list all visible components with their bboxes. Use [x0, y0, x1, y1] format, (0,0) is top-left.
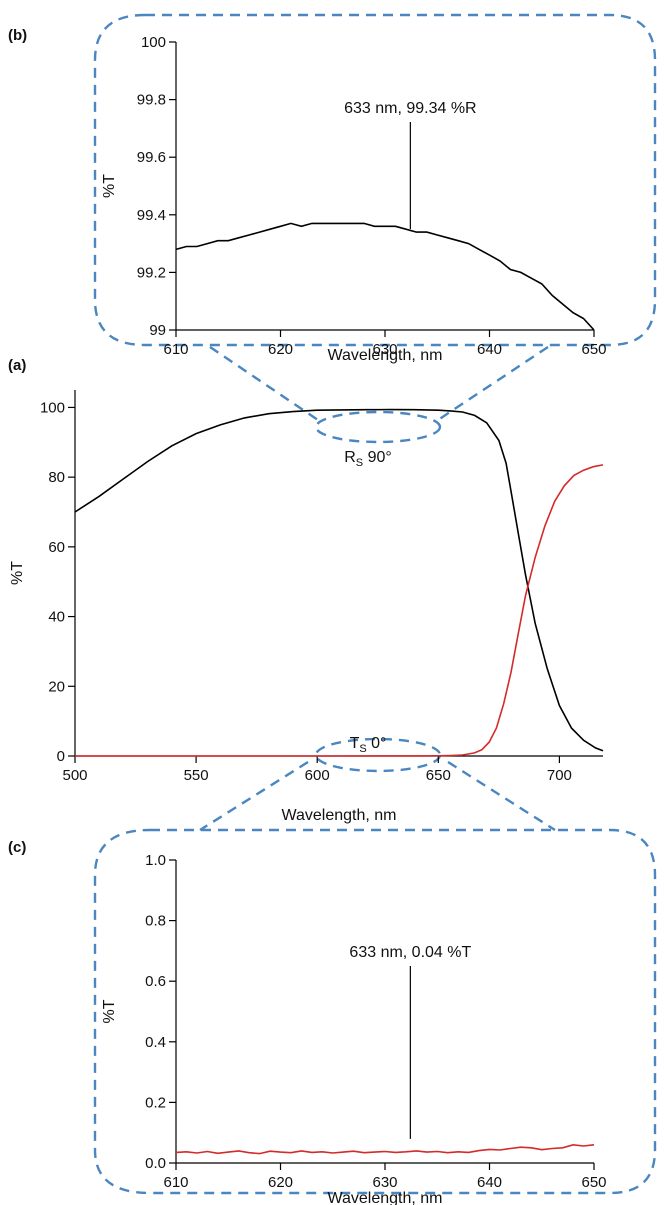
y-tick-label: 20 — [48, 678, 65, 695]
y-tick-label: 80 — [48, 469, 65, 486]
x-tick-label: 650 — [581, 1174, 606, 1191]
panel-label: (b) — [8, 27, 27, 44]
x-tick-label: 620 — [268, 1174, 293, 1191]
y-tick-label: 99.6 — [137, 149, 166, 166]
chart-panel-a: (a) 500 550 600 650 700 0 20 40 60 80 100 Wavelength… — [8, 357, 604, 824]
zoom-box-b — [93, 13, 657, 347]
series-line-rs — [74, 408, 604, 752]
x-axis-label: Wavelength, nm — [327, 1190, 442, 1205]
x-tick-label: 640 — [477, 341, 502, 358]
x-axis-label: Wavelength, nm — [327, 347, 442, 364]
zoom-box-c — [93, 828, 657, 1195]
x-tick-label: 610 — [163, 341, 188, 358]
x-tick-label: 610 — [163, 1174, 188, 1191]
x-tick-label: 500 — [62, 767, 87, 784]
y-axis-label: %T — [101, 174, 118, 198]
series-line-ts — [75, 464, 604, 757]
x-tick-label: 630 — [372, 1174, 397, 1191]
x-tick-label: 700 — [547, 767, 572, 784]
series-name-label: RS 90° — [344, 449, 392, 469]
y-tick-label: 0.6 — [145, 973, 166, 990]
chart-panel-c: (c) 610 620 630 640 650 0.0 0.2 0.4 0.6 0.8 1.0 Wave… — [8, 839, 607, 1205]
panel-label: (c) — [8, 839, 26, 856]
zoom-connector — [209, 346, 319, 421]
series-name-label: TS 0° — [350, 735, 387, 755]
y-tick-label: 0.4 — [145, 1034, 166, 1051]
y-tick-label: 0.2 — [145, 1094, 166, 1111]
y-axis-label: %T — [101, 999, 118, 1023]
x-tick-label: 650 — [426, 767, 451, 784]
y-tick-label: 99.2 — [137, 264, 166, 281]
y-tick-label: 99 — [149, 322, 166, 339]
annotation-label: 633 nm, 99.34 %R — [344, 100, 477, 117]
zoom-ellipse-rs — [314, 410, 442, 444]
x-tick-label: 640 — [477, 1174, 502, 1191]
zoom-connector — [437, 346, 549, 421]
series-line-curve — [175, 1143, 595, 1155]
y-tick-label: 60 — [48, 539, 65, 556]
y-tick-label: 0.8 — [145, 913, 166, 930]
panel-label: (a) — [8, 357, 26, 374]
annotation-label: 633 nm, 0.04 %T — [349, 944, 471, 961]
y-tick-label: 0 — [57, 748, 65, 765]
x-axis-label: Wavelength, nm — [281, 807, 396, 824]
y-tick-label: 100 — [141, 34, 166, 51]
x-tick-label: 550 — [184, 767, 209, 784]
zoom-connector — [199, 760, 309, 832]
y-axis-label: %T — [9, 561, 26, 585]
x-tick-label: 600 — [305, 767, 330, 784]
x-tick-label: 650 — [581, 341, 606, 358]
chart-panel-b: (b) 610 620 630 640 650 99 99.2 99.4 99.6 99.8 100 W… — [8, 27, 607, 364]
y-tick-label: 40 — [48, 609, 65, 626]
y-tick-label: 99.4 — [137, 207, 166, 224]
y-tick-label: 100 — [40, 399, 65, 416]
x-tick-label: 630 — [372, 341, 397, 358]
x-tick-label: 620 — [268, 341, 293, 358]
y-tick-label: 99.8 — [137, 92, 166, 109]
series-line-curve — [175, 222, 595, 331]
y-tick-label: 0.0 — [145, 1155, 166, 1172]
zoom-connector — [447, 760, 556, 832]
zoom-outlines — [93, 13, 657, 1195]
y-tick-label: 1.0 — [145, 852, 166, 869]
